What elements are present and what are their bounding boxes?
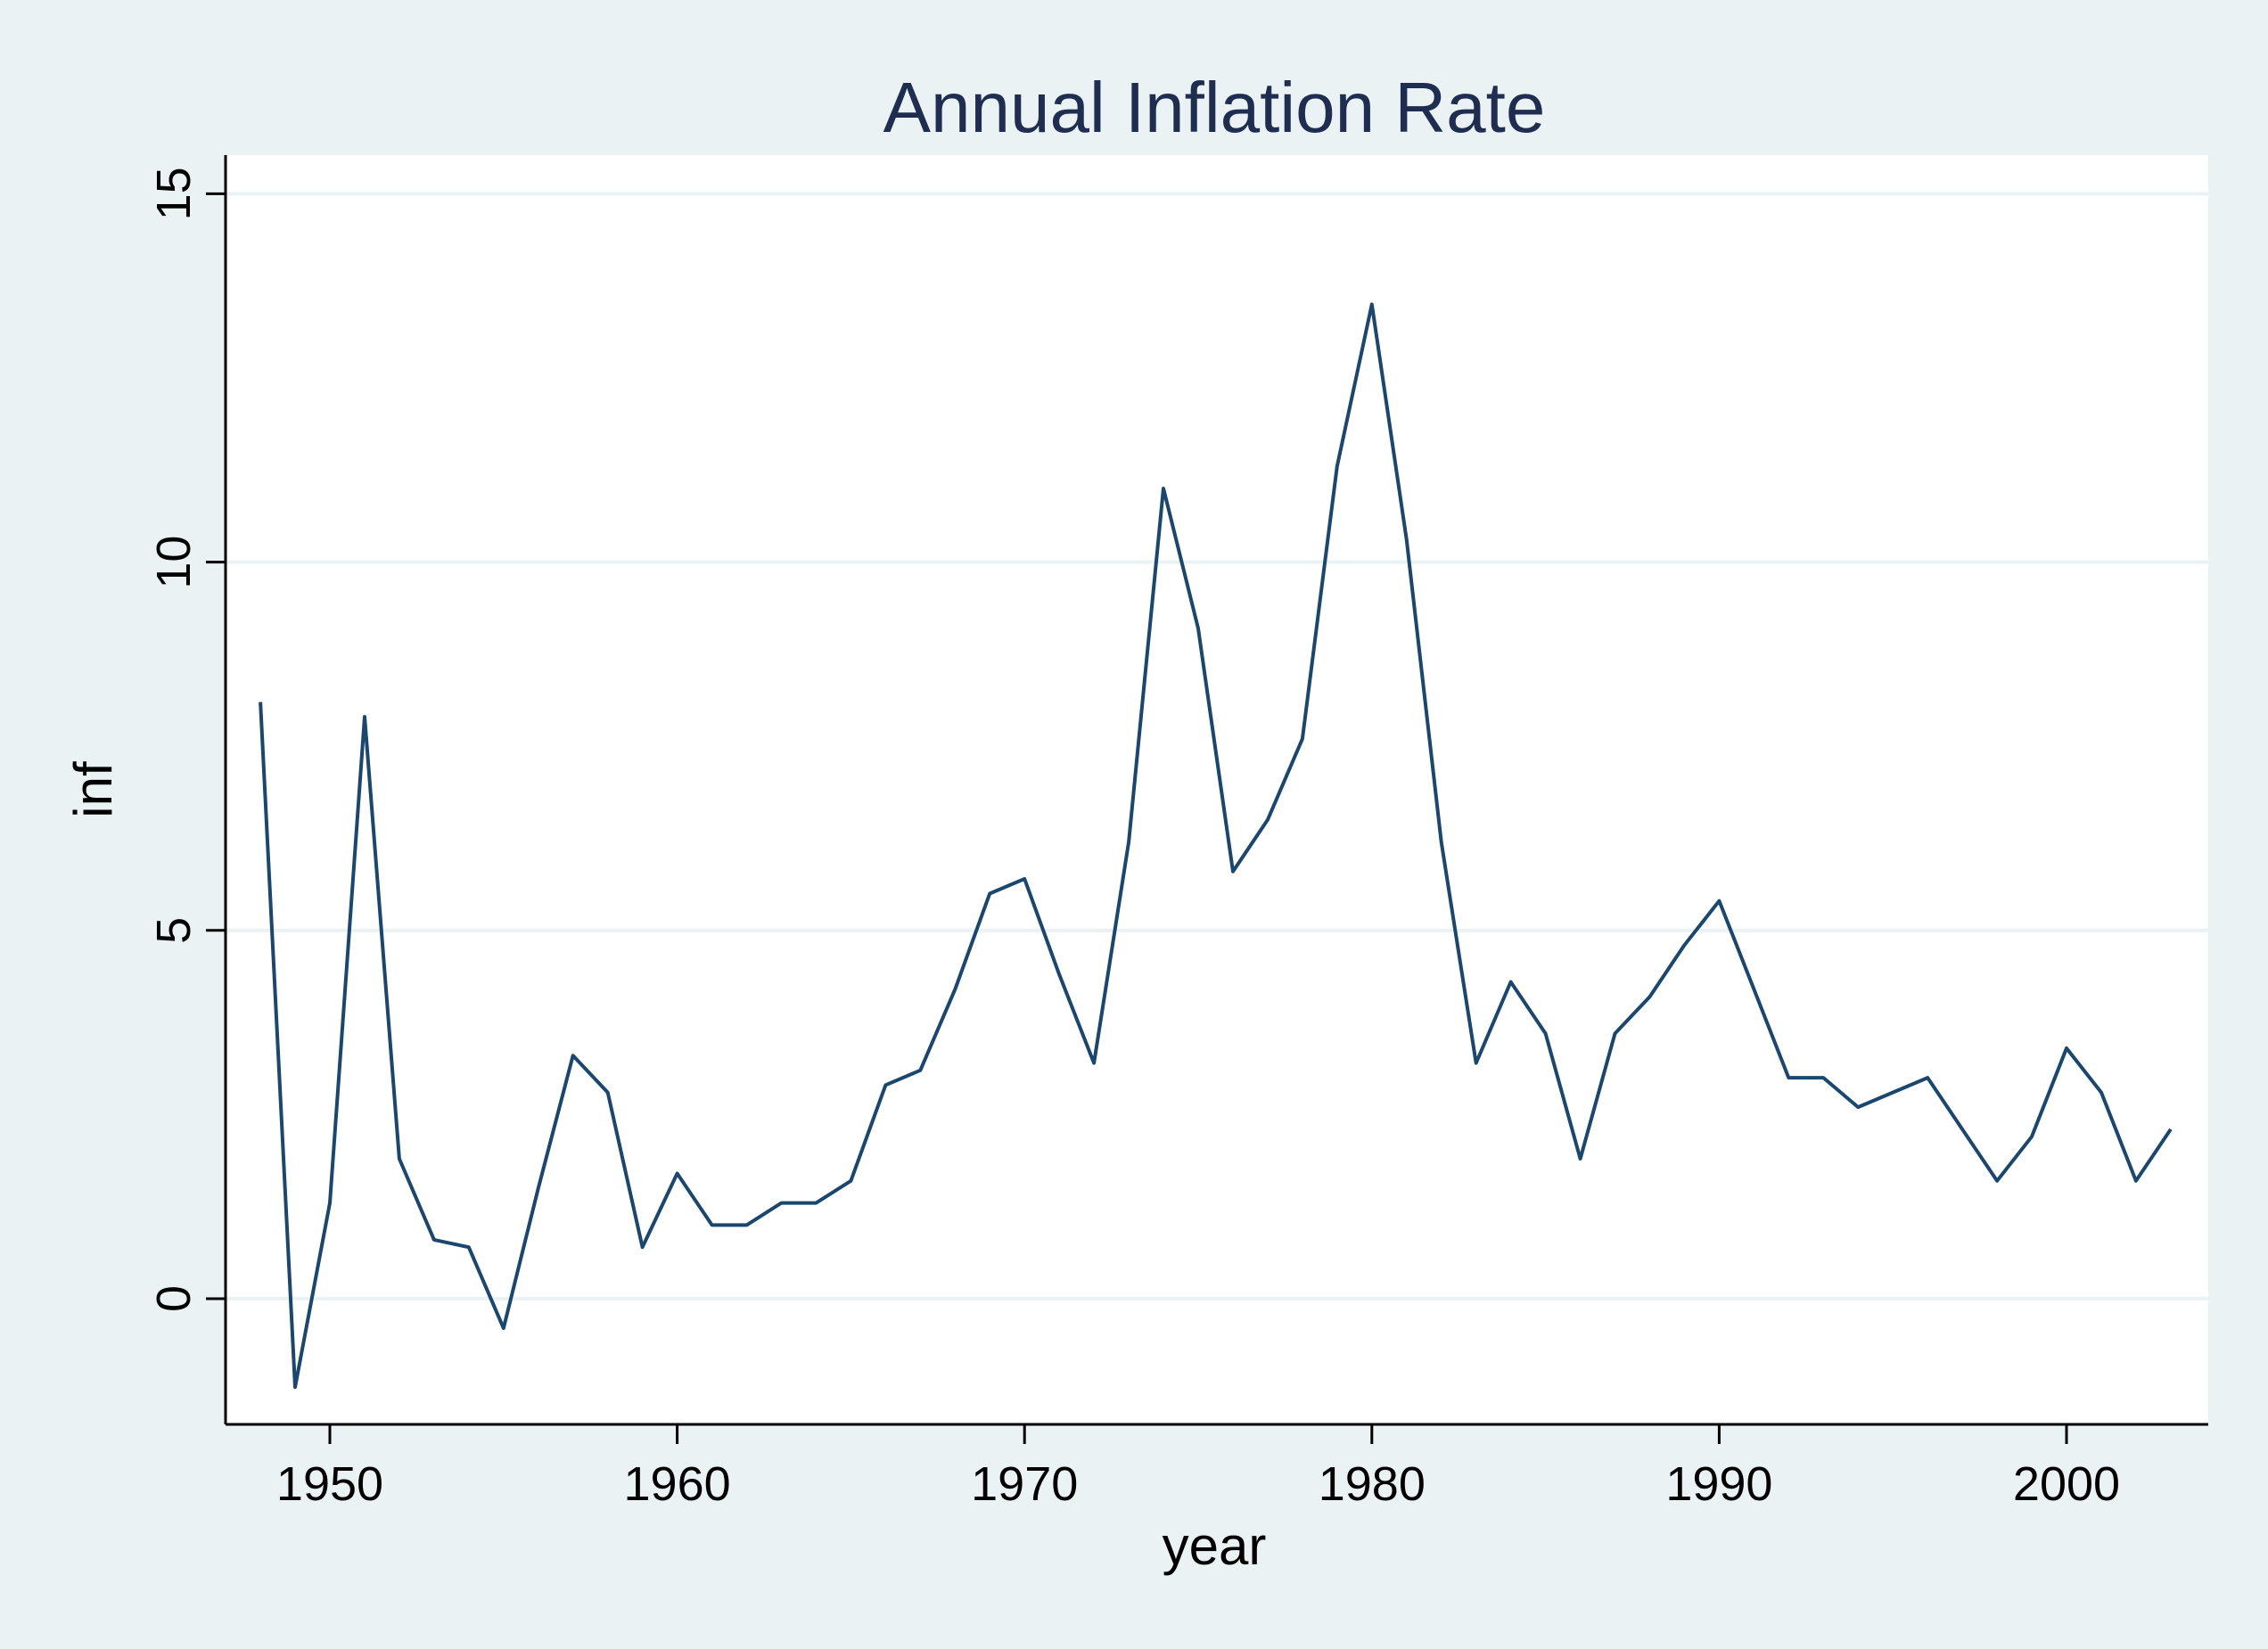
chart-title: Annual Inflation Rate (883, 68, 1546, 147)
x-tick-label: 1980 (1319, 1457, 1426, 1511)
x-tick-label: 2000 (2013, 1457, 2120, 1511)
plot-area (226, 155, 2208, 1424)
x-tick-label: 1960 (624, 1457, 731, 1511)
x-tick-label: 1970 (971, 1457, 1078, 1511)
series-line-inf (259, 302, 2173, 1390)
x-tick-label: 1950 (276, 1457, 383, 1511)
y-tick-label: 0 (147, 1285, 201, 1312)
x-tick-label: 1990 (1665, 1457, 1772, 1511)
y-tick-label: 5 (147, 917, 201, 944)
y-axis-label: inf (63, 761, 123, 818)
y-tick-label: 15 (147, 167, 201, 220)
y-tick-label: 10 (147, 536, 201, 589)
x-axis-label: year (1163, 1516, 1267, 1576)
